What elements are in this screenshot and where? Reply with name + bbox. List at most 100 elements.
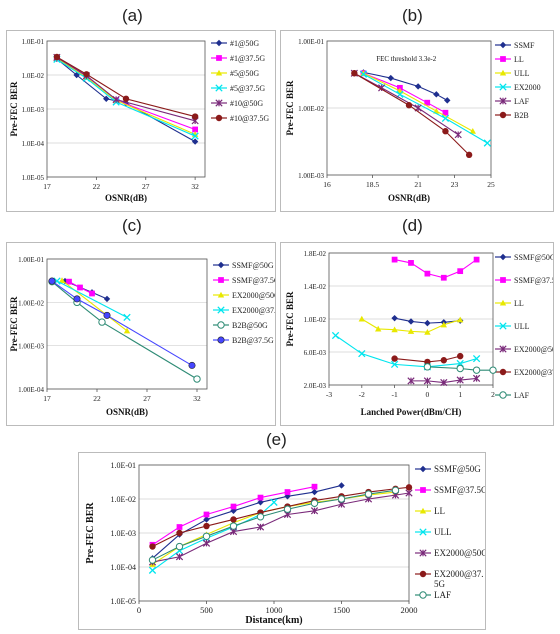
- legend-label-line: SSMF@37.5G: [434, 485, 485, 495]
- data-point: [202, 532, 211, 540]
- legend-item: SSMF@37.5G: [415, 485, 488, 495]
- data-point: [256, 513, 265, 521]
- legend-label: SSMF: [514, 41, 535, 50]
- data-point: [203, 511, 210, 518]
- legend-marker: [217, 261, 225, 269]
- legend-item: #1@50G: [211, 39, 259, 48]
- series-line: [56, 280, 128, 318]
- y-tick-label: 1.0E-03: [22, 106, 45, 114]
- data-point: [175, 542, 184, 551]
- legend-label-line: B2B@37.5G: [232, 336, 274, 345]
- data-point: [359, 70, 368, 78]
- data-point: [391, 326, 398, 333]
- data-point: [203, 522, 210, 530]
- legend-item: #10@37.5G: [211, 114, 269, 123]
- series-line: [56, 56, 196, 122]
- y-tick-label: 1.0E-04: [110, 563, 136, 572]
- y-tick-label: 1.0E-05: [110, 597, 136, 606]
- series-LL: [358, 315, 464, 335]
- legend-item: EX2000: [495, 83, 541, 92]
- x-tick-label: 0: [426, 390, 430, 399]
- data-point: [77, 284, 83, 291]
- legend-item: #10@50G: [211, 99, 263, 108]
- data-point: [176, 529, 183, 537]
- y-axis-label: Pre-FEC BER: [85, 502, 96, 564]
- series-line: [363, 72, 446, 114]
- data-point: [408, 260, 414, 266]
- series-EX2000@50G: [58, 277, 131, 334]
- panel-label-a: (a): [122, 6, 143, 25]
- data-point: [440, 378, 448, 387]
- series-line: [56, 56, 196, 118]
- x-axis-label: OSNR(dB): [388, 193, 430, 203]
- chart-c-panel: 1.00E-04 1.00E-03 1.00E-02 1.00E-01 17 22 27 32…: [6, 242, 286, 426]
- legend-marker: [419, 507, 427, 514]
- data-point: [457, 316, 464, 323]
- legend-label-line: SSMF@50G: [232, 261, 274, 270]
- legend-marker: [499, 345, 507, 353]
- legend-label-line: SSMF@50G: [434, 464, 481, 474]
- x-tick-label: 17: [43, 394, 51, 403]
- y-axis-label: Pre-FEC BER: [285, 80, 295, 136]
- legend-item: B2B@50G: [213, 321, 268, 330]
- chart-b-panel: 1.00E-03 1.00E-02 1.00E-01 16 18.5 21 23 25 OSNR…: [280, 30, 554, 212]
- legend-label: LL: [434, 506, 445, 516]
- data-point: [53, 53, 61, 61]
- data-point: [89, 290, 95, 297]
- data-point: [390, 360, 399, 369]
- data-point: [440, 357, 447, 364]
- panel-label-e: (e): [266, 430, 287, 449]
- y-tick-label: 2.0E-03: [304, 382, 327, 390]
- x-tick-label: -3: [326, 390, 332, 399]
- data-point: [103, 295, 111, 303]
- chart-b: 1.00E-03 1.00E-02 1.00E-01 16 18.5 21 23 25 OSNR…: [285, 38, 541, 203]
- data-point: [103, 311, 111, 319]
- data-point: [175, 553, 184, 561]
- legend-label: SSMF@37.5G: [434, 485, 485, 495]
- y-tick-label: 1.0E-03: [110, 529, 136, 538]
- series-line: [56, 58, 196, 137]
- data-point: [423, 377, 432, 385]
- data-point: [256, 523, 265, 531]
- data-point: [230, 516, 237, 523]
- data-point: [176, 524, 183, 530]
- data-point: [387, 74, 394, 82]
- legend-label: SSMF@37.5G: [514, 276, 553, 285]
- x-tick-label: 22: [93, 394, 101, 403]
- legend-label-line: SSMF@50G: [514, 253, 553, 262]
- data-point: [337, 495, 346, 503]
- data-point: [257, 499, 264, 506]
- data-point: [423, 363, 432, 371]
- legend-item: LAF: [415, 590, 451, 600]
- data-point: [469, 128, 476, 134]
- series-EX2000: [359, 70, 492, 147]
- x-tick-label: 21: [414, 180, 422, 189]
- data-point: [442, 109, 449, 116]
- legend-marker: [215, 39, 223, 47]
- series-#1@37.5G: [53, 54, 199, 133]
- chart-a: 1.0E-05 1.0E-04 1.0E-03 1.0E-02 1.0E-01 17 22 2…: [9, 38, 269, 203]
- data-point: [58, 277, 66, 284]
- x-tick-label: -2: [359, 390, 365, 399]
- plot-area: [46, 40, 206, 178]
- data-point: [48, 277, 56, 285]
- data-point: [465, 151, 473, 159]
- legend-label: #10@37.5G: [230, 114, 269, 123]
- data-point: [456, 364, 464, 373]
- legend-label: B2B: [514, 111, 529, 120]
- data-point: [472, 374, 481, 383]
- data-point: [358, 315, 365, 322]
- legend-marker: [499, 253, 507, 261]
- legend-label: LAF: [514, 391, 530, 400]
- x-tick-label: 16: [323, 180, 331, 189]
- chart-a-panel: 1.0E-05 1.0E-04 1.0E-03 1.0E-02 1.0E-01 17 22 2…: [6, 30, 276, 212]
- x-tick-label: -1: [391, 390, 397, 399]
- data-point: [98, 318, 106, 326]
- legend-marker: [419, 570, 427, 578]
- data-point: [230, 507, 237, 514]
- y-tick-label: 6.0E-03: [304, 349, 327, 357]
- legend-item: #5@50G: [211, 69, 259, 78]
- x-axis-label: OSNR(dB): [106, 407, 148, 417]
- data-point: [230, 503, 237, 510]
- series-ULL: [148, 498, 278, 574]
